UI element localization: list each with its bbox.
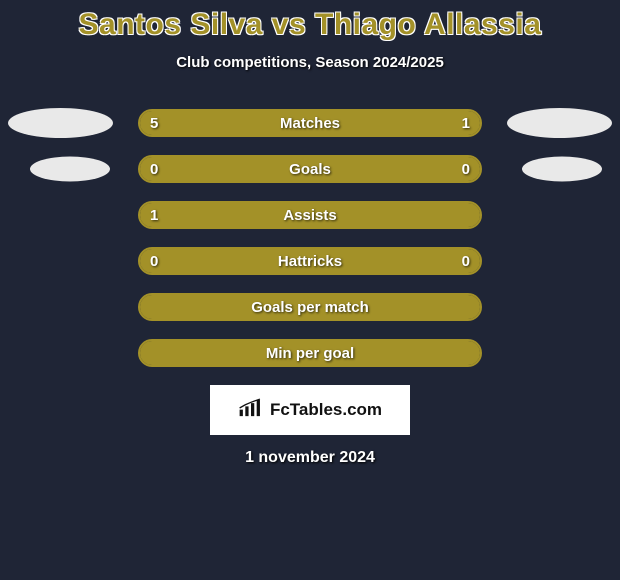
- comparison-subtitle: Club competitions, Season 2024/2025: [0, 54, 620, 71]
- stat-fill-left: [140, 157, 480, 181]
- player1-photo-placeholder: [8, 108, 113, 138]
- stat-row: Min per goal: [0, 339, 620, 367]
- vs-separator: vs: [272, 8, 306, 41]
- stat-row: 51Matches: [0, 109, 620, 137]
- player2-photo-placeholder: [522, 157, 602, 182]
- stat-fill-left: [140, 203, 480, 227]
- stat-bar: Min per goal: [138, 339, 482, 367]
- stat-row: Goals per match: [0, 293, 620, 321]
- stat-fill-left: [140, 295, 480, 319]
- player1-name: Santos Silva: [79, 8, 263, 41]
- stat-row: 00Goals: [0, 155, 620, 183]
- stat-bar: 51Matches: [138, 109, 482, 137]
- fctables-badge[interactable]: FcTables.com: [210, 385, 410, 435]
- fctables-logo-icon: [238, 397, 264, 424]
- stat-bar: 00Hattricks: [138, 247, 482, 275]
- stat-rows-container: 51Matches 00Goals 1Assists 00Hattricks Goals…: [0, 109, 620, 367]
- stat-fill-right: [405, 111, 480, 135]
- stat-row: 00Hattricks: [0, 247, 620, 275]
- stat-bar: 00Goals: [138, 155, 482, 183]
- player2-photo-placeholder: [507, 108, 612, 138]
- stat-fill-left: [140, 249, 480, 273]
- stat-fill-left: [140, 111, 405, 135]
- player2-name: Thiago Allassia: [315, 8, 541, 41]
- stat-bar: 1Assists: [138, 201, 482, 229]
- stat-row: 1Assists: [0, 201, 620, 229]
- stat-bar: Goals per match: [138, 293, 482, 321]
- stat-fill-left: [140, 341, 480, 365]
- fctables-badge-text: FcTables.com: [270, 400, 382, 420]
- snapshot-date: 1 november 2024: [0, 449, 620, 467]
- comparison-title: Santos Silva vs Thiago Allassia: [0, 0, 620, 42]
- player1-photo-placeholder: [30, 157, 110, 182]
